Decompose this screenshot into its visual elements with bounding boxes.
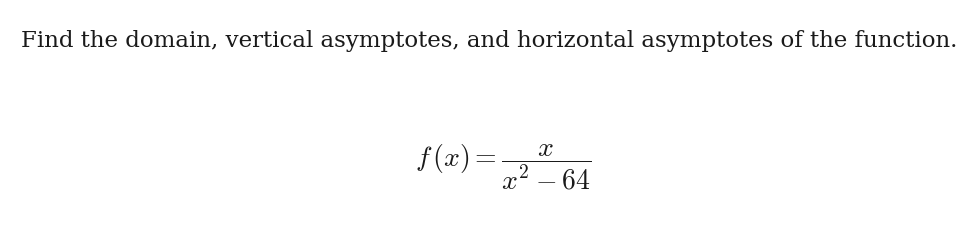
Text: Find the domain, vertical asymptotes, and horizontal asymptotes of the function.: Find the domain, vertical asymptotes, an… <box>21 30 957 52</box>
Text: $f\,(x) = \dfrac{x}{x^{2}-64}$: $f\,(x) = \dfrac{x}{x^{2}-64}$ <box>415 143 591 192</box>
